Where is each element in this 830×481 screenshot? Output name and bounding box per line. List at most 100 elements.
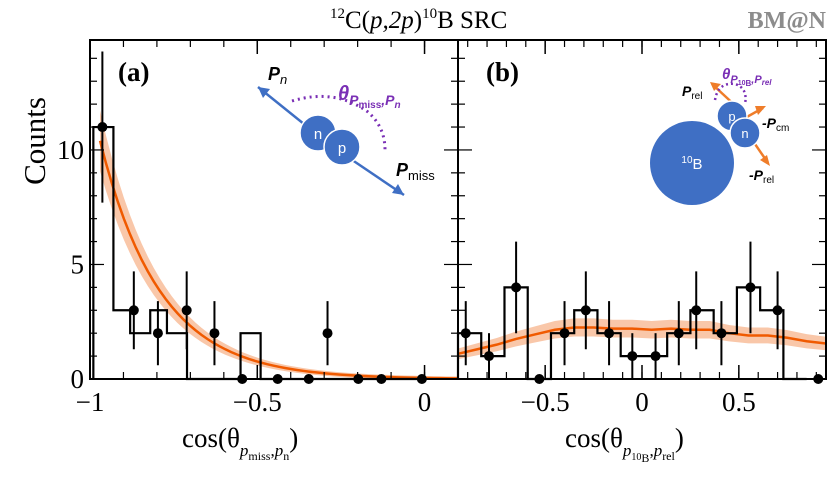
frame-a [89, 39, 459, 380]
proton-ball-a [323, 128, 361, 166]
x-tick-label-b-2: 0.5 [722, 387, 756, 417]
theta-arc-a [291, 95, 387, 151]
data-point-b-8 [650, 351, 661, 362]
data-point-b-5 [580, 305, 591, 316]
theta-b-sub: P [730, 74, 738, 86]
data-point-a-0 [97, 122, 108, 133]
xlabel-a-sub1: p [239, 441, 249, 460]
xlabel-b-comma: , [649, 441, 653, 460]
theta-b-comma: ,P [750, 74, 762, 86]
data-point-b-9 [673, 328, 684, 339]
p-n-sub: n [280, 72, 287, 87]
x-tick-label-a-1: −0.5 [233, 387, 282, 417]
title-mass-c: 12 [330, 6, 345, 22]
data-point-b-0 [460, 328, 471, 339]
figure-title: 12C(p,2p)10B SRC [330, 6, 507, 34]
panel-b: −0.5 0 0.5 (b) [456, 39, 827, 417]
boron-symbol: B [693, 156, 703, 173]
data-point-b-12 [745, 282, 756, 293]
panel-a: −1 −0.5 0 0 5 10 (a) [57, 39, 459, 417]
neg-p-rel-sub: rel [763, 175, 774, 186]
p-miss-sub: miss [408, 168, 435, 183]
data-point-a-3 [181, 305, 192, 316]
data-point-b-10 [691, 305, 702, 316]
proton-label-b: p [728, 109, 735, 124]
data-point-b-11 [716, 328, 727, 339]
y-tick-label-a-0: 0 [71, 364, 85, 394]
theta-a-sub: P [349, 92, 359, 108]
p-n-arrowhead [258, 87, 270, 98]
neg-p-rel-arrowhead [760, 155, 770, 166]
theta-arc-b [713, 82, 747, 105]
xlabel-a-sub2: p [274, 441, 284, 460]
p-miss-letter: P [396, 160, 409, 180]
neutron-ball-b [729, 117, 761, 149]
data-point-b-6 [604, 328, 615, 339]
p-n-label: Pn [268, 64, 287, 87]
theta-b-subsubB: B [746, 79, 752, 88]
xlabel-a-base: cos(θ [182, 423, 240, 453]
xlabel-a-close: ) [289, 423, 298, 453]
theta-label-a: θPmiss,Pn [338, 83, 401, 111]
xlabel-b-subsub: 10 [631, 452, 641, 463]
bmn-logo: BM@N [748, 8, 827, 34]
theta-a-comma: ,P [380, 92, 395, 108]
y-tick-label-a-2: 10 [57, 135, 84, 165]
p-miss-arrowhead [392, 184, 404, 195]
data-point-b-7 [627, 351, 638, 362]
boron-nucleus [650, 121, 734, 205]
title-mass-b: 10 [422, 6, 437, 22]
panel-label-b: (b) [486, 57, 519, 87]
neg-p-cm-label: -Pcm [762, 115, 789, 134]
data-point-a-1 [128, 305, 139, 316]
fit-curve-a [98, 140, 459, 380]
data-point-b-1 [483, 351, 494, 362]
data-point-a-2 [152, 328, 163, 339]
neg-p-cm-sub: cm [776, 123, 789, 134]
xlabel-a-subsub2: n [283, 449, 289, 463]
theta-b-subsub: 10 [738, 80, 746, 87]
title-post: ) [414, 7, 422, 34]
inset-diagram-a: n p Pn Pmiss θPmiss,Pn [257, 64, 435, 197]
x-tick-label-b-1: 0 [635, 387, 649, 417]
xlabel-b-sub1: p [622, 441, 632, 460]
data-point-b-2 [511, 282, 522, 293]
neutron-label-b: n [741, 126, 748, 141]
proton-label-a: p [338, 140, 346, 157]
title-tail: B SRC [437, 7, 507, 34]
theta-a-letter: θ [338, 83, 349, 105]
xlabel-b-subsub2: rel [662, 449, 675, 463]
histogram-b [456, 286, 807, 381]
x-axis-label-b: cos(θp10B,prel) [565, 423, 684, 465]
x-tick-label-b-0: −0.5 [521, 387, 570, 417]
x-tick-label-a-2: 0 [418, 387, 432, 417]
p-rel-letter: P [682, 83, 692, 99]
neutron-label-a: n [314, 126, 322, 143]
inset-diagram-b: 10B p n Prel -Pcm -Prel θP10B,Prel [650, 66, 789, 205]
x-axis-label-a: cos(θpmiss,pn) [182, 423, 298, 463]
data-point-b-13 [772, 305, 783, 316]
theta-a-subsub: miss [359, 100, 382, 111]
xlabel-b-sub2: p [653, 441, 663, 460]
theta-a-sub2: n [395, 100, 401, 111]
data-point-a-8 [322, 328, 333, 339]
p-n-letter: P [268, 64, 281, 84]
xlabel-b-base: cos(θ [565, 423, 623, 453]
fit-band-a [100, 110, 458, 379]
x-tick-label-a-0: −1 [76, 387, 105, 417]
neg-p-cm-letter: -P [762, 115, 777, 131]
xlabel-a-subsub: miss [248, 449, 270, 463]
neg-p-rel-label: -Prel [749, 167, 774, 186]
boron-mass: 10 [681, 155, 693, 166]
y-tick-label-a-1: 5 [71, 249, 85, 279]
theta-b-sub2: rel [762, 78, 773, 87]
p-rel-label: Prel [682, 83, 702, 102]
fit-curve-b [457, 326, 827, 356]
data-point-b-4 [559, 328, 570, 339]
y-axis-label: Counts [17, 97, 52, 185]
boron-label: 10B [681, 155, 702, 173]
theta-label-b: θP10B,Prel [722, 66, 772, 88]
neg-p-cm-arrowhead [755, 106, 766, 115]
xlabel-b-close: ) [675, 423, 684, 453]
